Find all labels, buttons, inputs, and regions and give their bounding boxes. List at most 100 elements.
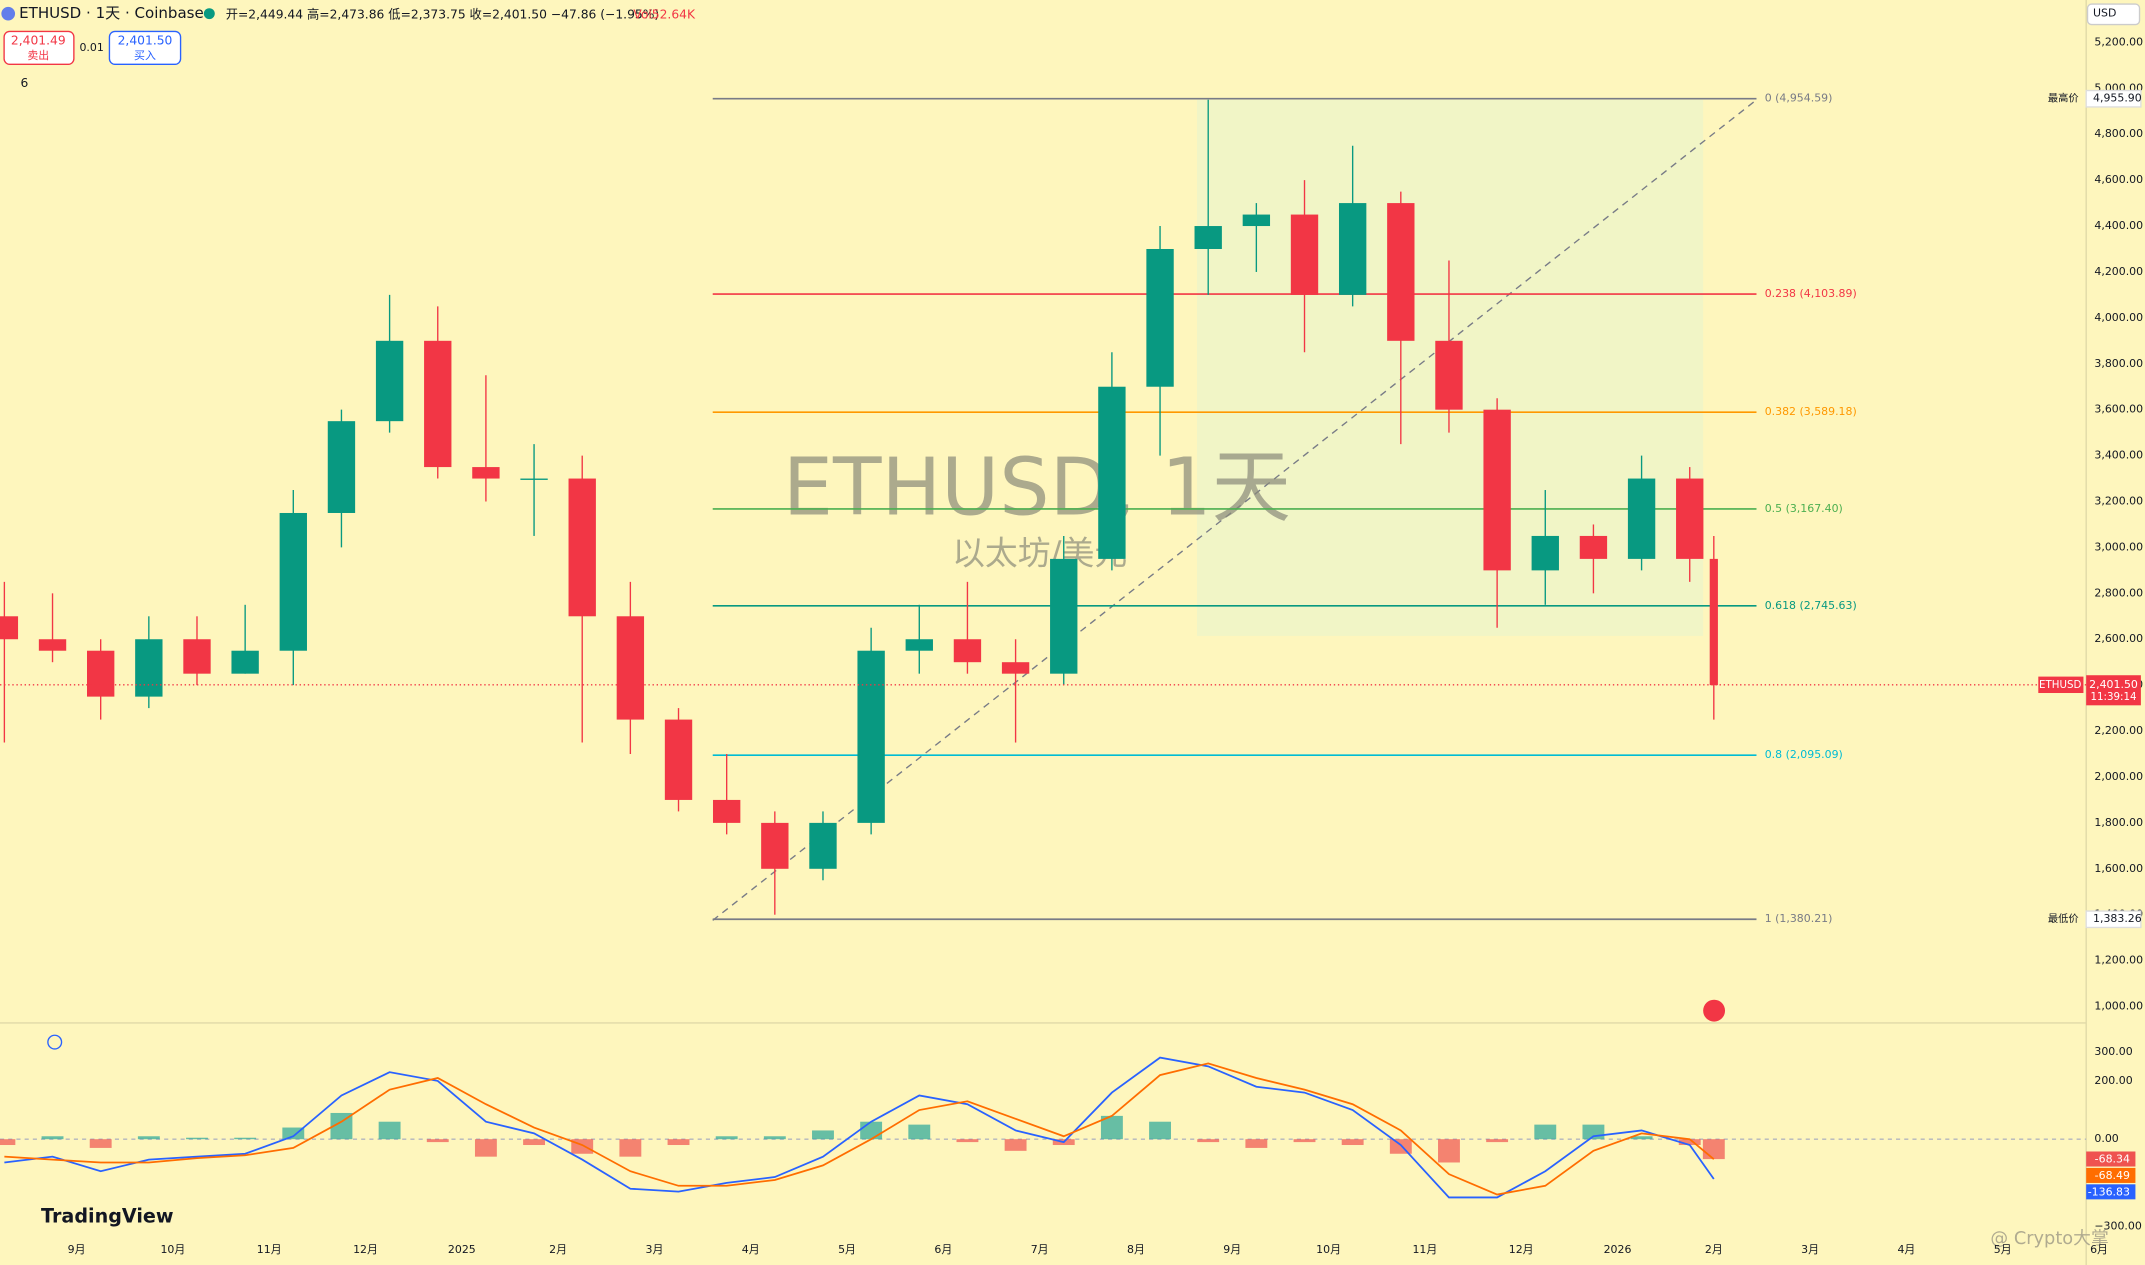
y-tick-label: 1,600.00	[2094, 862, 2143, 875]
macd-line	[4, 1056, 1715, 1199]
candle-body	[135, 639, 163, 697]
y-tick-label: 2,800.00	[2094, 586, 2143, 599]
candle-body	[664, 719, 693, 800]
macd-histogram	[1389, 1139, 1412, 1154]
buy-label: 买入	[134, 49, 156, 62]
y-tick-label: 4,400.00	[2094, 219, 2143, 232]
candle-body	[1676, 478, 1704, 559]
candle-body	[712, 799, 741, 823]
watermark-title: ETHUSD, 1天	[783, 440, 1291, 533]
fib-label: 0.618 (2,745.63)	[1765, 599, 1857, 612]
candle-body	[183, 639, 211, 674]
candle-body	[1001, 662, 1030, 674]
currency[interactable]: USD	[2093, 7, 2116, 20]
currency-button[interactable]	[2086, 3, 2141, 26]
macd-histogram	[523, 1139, 546, 1146]
price-badge-label: 2,401.50	[2089, 678, 2138, 691]
y-tick-label: 1,200.00	[2094, 954, 2143, 967]
y-tick-label: 3,200.00	[2094, 495, 2143, 508]
low-badge-label: 1,383.26	[2093, 912, 2142, 925]
sell-price: 2,401.49	[11, 34, 66, 48]
macd-histogram	[474, 1139, 497, 1157]
indicator-count[interactable]: 6	[21, 76, 29, 90]
candle-body	[761, 822, 789, 869]
macd-tick-label: 200.00	[2094, 1074, 2132, 1087]
macd-histogram	[1630, 1136, 1653, 1140]
macd-histogram	[41, 1136, 64, 1140]
macd-histogram	[137, 1136, 160, 1140]
candle-body	[809, 822, 837, 869]
x-tick-label: 11月	[257, 1243, 282, 1256]
x-tick-label: 8月	[1127, 1243, 1145, 1256]
y-tick-label: 3,400.00	[2094, 449, 2143, 462]
candle-body	[1194, 226, 1222, 249]
x-tick-label: 12月	[1509, 1243, 1534, 1256]
x-tick-label: 7月	[1031, 1243, 1049, 1256]
candle-body	[1579, 535, 1608, 559]
x-tick-label: 9月	[68, 1243, 86, 1256]
macd-histogram	[763, 1136, 786, 1140]
y-tick-label: 3,800.00	[2094, 357, 2143, 370]
fib-label: 0 (4,954.59)	[1765, 92, 1833, 105]
y-tick-label: 2,000.00	[2094, 770, 2143, 783]
low-tag: 最低价	[2048, 912, 2079, 925]
candle-body	[1242, 214, 1271, 227]
macd-histogram	[426, 1139, 449, 1143]
macd-histogram	[282, 1127, 305, 1140]
indicator-icon[interactable]	[47, 1034, 63, 1050]
macd-histogram	[715, 1136, 738, 1140]
x-tick-label: 11月	[1412, 1243, 1437, 1256]
y-tick-label: 4,800.00	[2094, 127, 2143, 140]
event-icon[interactable]	[1703, 999, 1726, 1022]
macd-badge-label: -68.49	[2095, 1169, 2130, 1182]
x-tick-label: 9月	[1223, 1243, 1241, 1256]
y-tick-label: 4,200.00	[2094, 265, 2143, 278]
macd-histogram	[234, 1137, 257, 1140]
macd-histogram	[860, 1121, 883, 1140]
credit: @ Crypto大掌	[1990, 1228, 2108, 1249]
sell-label: 卖出	[27, 48, 49, 62]
macd-histogram	[1341, 1139, 1364, 1146]
candle-body	[1709, 558, 1718, 686]
price-badge	[2086, 675, 2141, 706]
fib-label: 0.382 (3,589.18)	[1765, 405, 1857, 418]
countdown: 11:39:14	[2091, 691, 2137, 703]
fib-label: 0.5 (3,167.40)	[1765, 502, 1843, 515]
candle-body	[1627, 478, 1656, 559]
macd-badge	[2086, 1167, 2136, 1183]
macd-histogram	[1004, 1139, 1027, 1151]
candle-body	[424, 340, 452, 468]
candle-body	[279, 512, 307, 651]
fib-label: 0.8 (2,095.09)	[1765, 748, 1843, 761]
candle-body	[857, 650, 885, 823]
macd-histogram	[0, 1139, 16, 1146]
candle-body	[231, 650, 259, 674]
macd-histogram	[378, 1121, 401, 1140]
macd-tick-label: 0.00	[2094, 1132, 2118, 1145]
symbol-badge	[2038, 676, 2084, 694]
x-tick-label: 2026	[1604, 1243, 1632, 1256]
fib-label: 1 (1,380.21)	[1765, 912, 1833, 925]
x-tick-label: 4月	[742, 1243, 760, 1256]
x-tick-label: 3月	[1801, 1243, 1819, 1256]
candle-body	[1338, 203, 1367, 295]
buy-button[interactable]	[108, 30, 182, 65]
macd-histogram	[1100, 1115, 1123, 1140]
sell-button[interactable]	[3, 30, 75, 65]
y-tick-label: 1,800.00	[2094, 816, 2143, 829]
macd-badge-label: -136.83	[2088, 1186, 2130, 1199]
high-badge-label: 4,955.90	[2093, 92, 2142, 105]
candle-body	[1531, 535, 1559, 571]
watermark-subtitle: 以太坊/美元	[952, 535, 1127, 573]
macd-histogram	[812, 1130, 834, 1140]
high-tag: 最高价	[2048, 92, 2079, 105]
symbol-badge-label: ETHUSD	[2039, 679, 2081, 691]
macd-histogram	[1438, 1139, 1460, 1163]
volume: Vol52.64K	[633, 8, 696, 22]
x-tick-label: 12月	[353, 1243, 378, 1256]
candle-body	[1387, 203, 1415, 341]
candle-body	[953, 639, 982, 663]
macd-histogram	[1678, 1139, 1701, 1146]
x-tick-label: 2月	[549, 1243, 567, 1256]
macd-histogram	[1293, 1139, 1316, 1143]
